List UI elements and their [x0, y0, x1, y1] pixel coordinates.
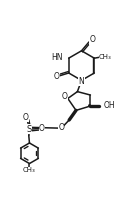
Text: CH₃: CH₃ — [99, 54, 112, 60]
Text: OH: OH — [103, 102, 115, 110]
Text: O: O — [39, 124, 45, 133]
Text: S: S — [27, 125, 32, 134]
Text: CH₃: CH₃ — [23, 167, 36, 173]
Text: O: O — [58, 123, 64, 132]
Text: O: O — [62, 92, 67, 101]
Text: O: O — [53, 72, 59, 81]
Text: O: O — [90, 35, 95, 44]
Text: N: N — [79, 77, 84, 86]
Text: HN: HN — [52, 53, 63, 62]
Text: O: O — [23, 113, 29, 122]
